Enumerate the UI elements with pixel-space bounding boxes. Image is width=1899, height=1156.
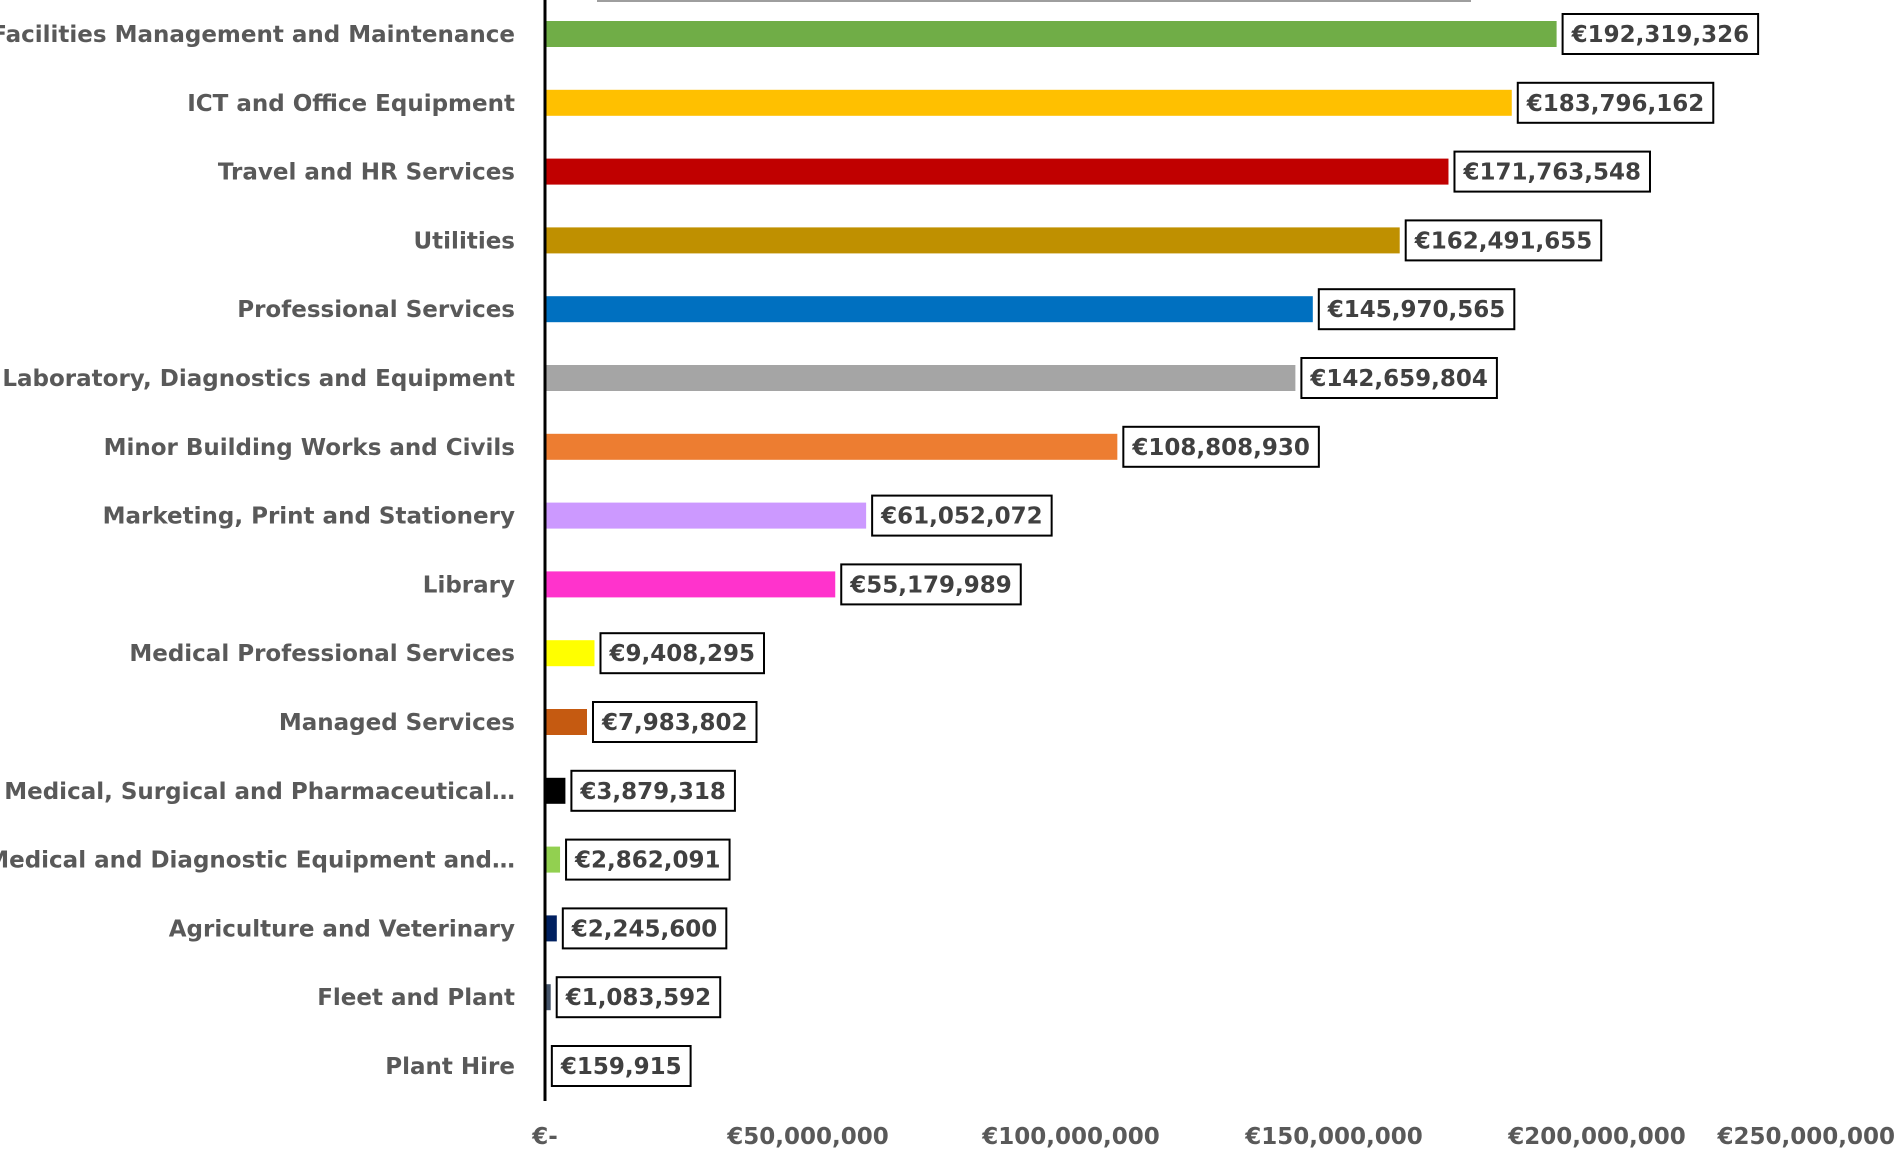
data-label-text-8: €55,179,989 [849, 572, 1012, 598]
data-label-3: €162,491,655 [1404, 219, 1603, 262]
data-label-text-13: €2,245,600 [571, 916, 718, 942]
category-label-5: Laboratory, Diagnostics and Equipment [2, 366, 515, 392]
data-label-box-0 [1561, 13, 1760, 55]
category-label-2: Travel and HR Services [218, 160, 515, 186]
data-label-box-1 [1516, 81, 1715, 124]
bar-4 [545, 296, 1313, 323]
data-label-text-5: €142,659,804 [1309, 366, 1488, 392]
data-label-15: €159,915 [550, 1045, 692, 1087]
data-label-13: €2,245,600 [561, 907, 728, 950]
category-label-0: Facilities Management and Maintenance [0, 22, 515, 48]
x-tick-label-5: €250,000,000 [1716, 1124, 1895, 1150]
data-label-12: €2,862,091 [565, 838, 731, 881]
data-label-2: €171,763,548 [1453, 150, 1651, 193]
data-label-box-4 [1317, 288, 1516, 331]
category-labels-layer: Facilities Management and Maintenance ICT… [0, 22, 515, 1080]
bar-13 [545, 915, 557, 942]
data-label-text-3: €162,491,655 [1414, 228, 1593, 254]
x-tick-label-2: €100,000,000 [981, 1124, 1160, 1150]
x-tick-label-1: €50,000,000 [726, 1124, 889, 1150]
x-tick-label-3: €150,000,000 [1244, 1124, 1423, 1150]
data-label-text-4: €145,970,565 [1327, 297, 1506, 323]
bar-8 [545, 571, 836, 598]
category-label-13: Agriculture and Veterinary [169, 916, 515, 942]
data-label-text-2: €171,763,548 [1462, 160, 1641, 186]
category-label-15: Plant Hire [385, 1054, 515, 1080]
bar-9 [545, 640, 595, 667]
data-label-box-10 [591, 701, 758, 743]
data-label-11: €3,879,318 [570, 769, 736, 812]
bar-5 [545, 365, 1296, 391]
data-label-14: €1,083,592 [555, 976, 722, 1019]
category-label-11: Medical, Surgical and Pharmaceutical… [4, 779, 515, 805]
data-label-6: €108,808,930 [1122, 425, 1320, 468]
data-label-text-6: €108,808,930 [1131, 435, 1310, 461]
data-label-box-13 [561, 907, 728, 950]
category-label-7: Marketing, Print and Stationery [103, 504, 515, 530]
bar-7 [545, 502, 867, 529]
data-label-text-7: €61,052,072 [880, 504, 1043, 530]
x-tick-label-0: €- [531, 1124, 558, 1150]
bars-layer [545, 21, 1557, 1079]
bar-10 [545, 709, 587, 735]
data-label-box-15 [550, 1045, 692, 1087]
bar-14 [545, 984, 551, 1011]
data-label-text-14: €1,083,592 [565, 985, 712, 1011]
category-label-3: Utilities [414, 228, 516, 254]
category-label-4: Professional Services [237, 297, 515, 323]
data-label-text-11: €3,879,318 [579, 779, 726, 805]
x-tick-labels-layer: €- €50,000,000 €100,000,000 €150,000,000 €20… [531, 1124, 1895, 1150]
bar-0 [545, 21, 1557, 47]
bar-3 [545, 227, 1400, 254]
bar-12 [545, 846, 561, 873]
data-label-0: €192,319,326 [1561, 13, 1760, 55]
data-label-box-3 [1404, 219, 1603, 262]
data-labels-layer: €192,319,326 €183,796,162 €171,763,548 €162… [550, 13, 1760, 1087]
bar-11 [545, 777, 566, 804]
x-tick-label-4: €200,000,000 [1507, 1124, 1686, 1150]
data-label-text-12: €2,862,091 [574, 848, 721, 874]
data-label-box-8 [840, 563, 1022, 606]
data-label-10: €7,983,802 [591, 701, 758, 743]
data-label-box-12 [565, 838, 731, 881]
data-label-box-7 [871, 494, 1053, 537]
category-label-14: Fleet and Plant [317, 985, 515, 1011]
data-label-box-6 [1122, 425, 1320, 468]
bar-2 [545, 158, 1449, 185]
bar-1 [545, 89, 1512, 116]
category-label-8: Library [423, 572, 515, 598]
data-label-text-10: €7,983,802 [601, 710, 748, 736]
category-label-9: Medical Professional Services [129, 641, 515, 667]
category-label-12: Medical and Diagnostic Equipment and… [0, 848, 515, 874]
data-label-text-15: €159,915 [560, 1054, 682, 1080]
data-label-5: €142,659,804 [1300, 357, 1498, 399]
data-label-box-14 [555, 976, 722, 1019]
data-label-1: €183,796,162 [1516, 81, 1715, 124]
data-label-text-9: €9,408,295 [608, 641, 755, 667]
data-label-box-5 [1300, 357, 1498, 399]
data-label-text-0: €192,319,326 [1571, 22, 1750, 48]
data-label-box-9 [599, 632, 766, 675]
bar-6 [545, 433, 1118, 460]
data-label-9: €9,408,295 [599, 632, 766, 675]
data-label-7: €61,052,072 [871, 494, 1053, 537]
data-label-box-2 [1453, 150, 1651, 193]
data-label-box-11 [570, 769, 736, 812]
category-label-10: Managed Services [279, 710, 515, 736]
data-label-4: €145,970,565 [1317, 288, 1516, 331]
category-label-6: Minor Building Works and Civils [104, 435, 515, 461]
category-label-1: ICT and Office Equipment [187, 91, 515, 117]
data-label-text-1: €183,796,162 [1526, 91, 1705, 117]
data-label-8: €55,179,989 [840, 563, 1022, 606]
